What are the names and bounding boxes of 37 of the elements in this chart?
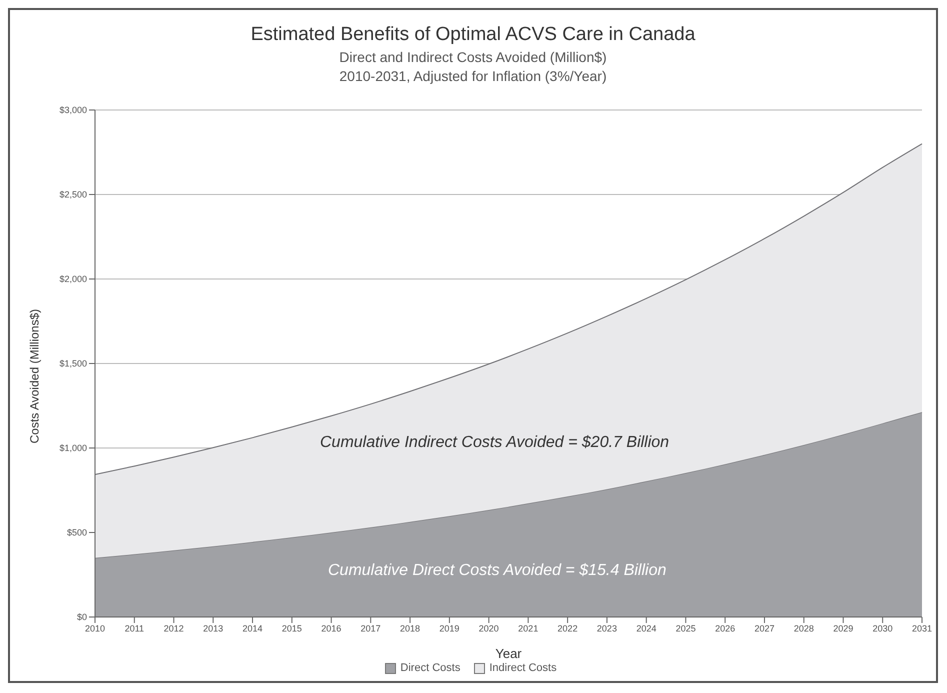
x-tick-label: 2029	[833, 623, 854, 634]
y-tick-label: $1,000	[59, 443, 87, 454]
x-tick-label: 2023	[596, 623, 617, 634]
annotation: Cumulative Direct Costs Avoided = $15.4 Billion	[328, 562, 666, 580]
x-tick-label: 2011	[124, 623, 144, 634]
y-tick-label: $500	[66, 528, 87, 538]
y-tick-label: $2,500	[59, 190, 87, 200]
x-tick-label: 2016	[321, 623, 342, 634]
y-axis-title: Costs Avoided (Millions$)	[27, 308, 42, 444]
x-tick-label: 2013	[203, 623, 224, 634]
x-tick-label: 2020	[478, 623, 499, 634]
x-tick-label: 2030	[872, 623, 893, 634]
x-tick-label: 2028	[794, 623, 814, 634]
x-tick-label: 2021	[518, 623, 538, 634]
annotation: Cumulative Indirect Costs Avoided = $20.7 Billion	[320, 434, 670, 452]
x-tick-label: 2012	[164, 623, 184, 634]
x-tick-label: 2024	[636, 623, 656, 634]
x-tick-label: 2022	[558, 623, 578, 634]
legend-label: Direct Costs	[400, 662, 460, 674]
x-tick-label: 2026	[715, 623, 736, 634]
legend-label: Indirect Costs	[489, 662, 557, 674]
y-tick-label: $1,500	[59, 358, 87, 369]
x-tick-label: 2019	[439, 623, 460, 634]
x-tick-label: 2014	[242, 623, 263, 634]
x-tick-label: 2010	[84, 623, 106, 634]
y-tick-label: $3,000	[59, 105, 87, 116]
x-tick-label: 2018	[400, 623, 420, 634]
x-tick-label: 2027	[754, 623, 774, 634]
y-tick-label: $2,000	[59, 274, 87, 284]
x-tick-label: 2025	[676, 623, 696, 634]
x-tick-label: 2017	[360, 623, 381, 634]
y-tick-label: $0	[76, 612, 87, 622]
x-axis-title: Year	[495, 646, 522, 661]
chart-subtitle: Direct and Indirect Costs Avoided (Million$) 2010-2031, Adjusted for Inflation (3%/Year)	[338, 49, 608, 84]
x-tick-label: 2031	[912, 623, 932, 634]
x-tick-label: 2015	[282, 623, 302, 634]
chart-title: Estimated Benefits of Optimal ACVS Care in Canada	[250, 24, 696, 46]
